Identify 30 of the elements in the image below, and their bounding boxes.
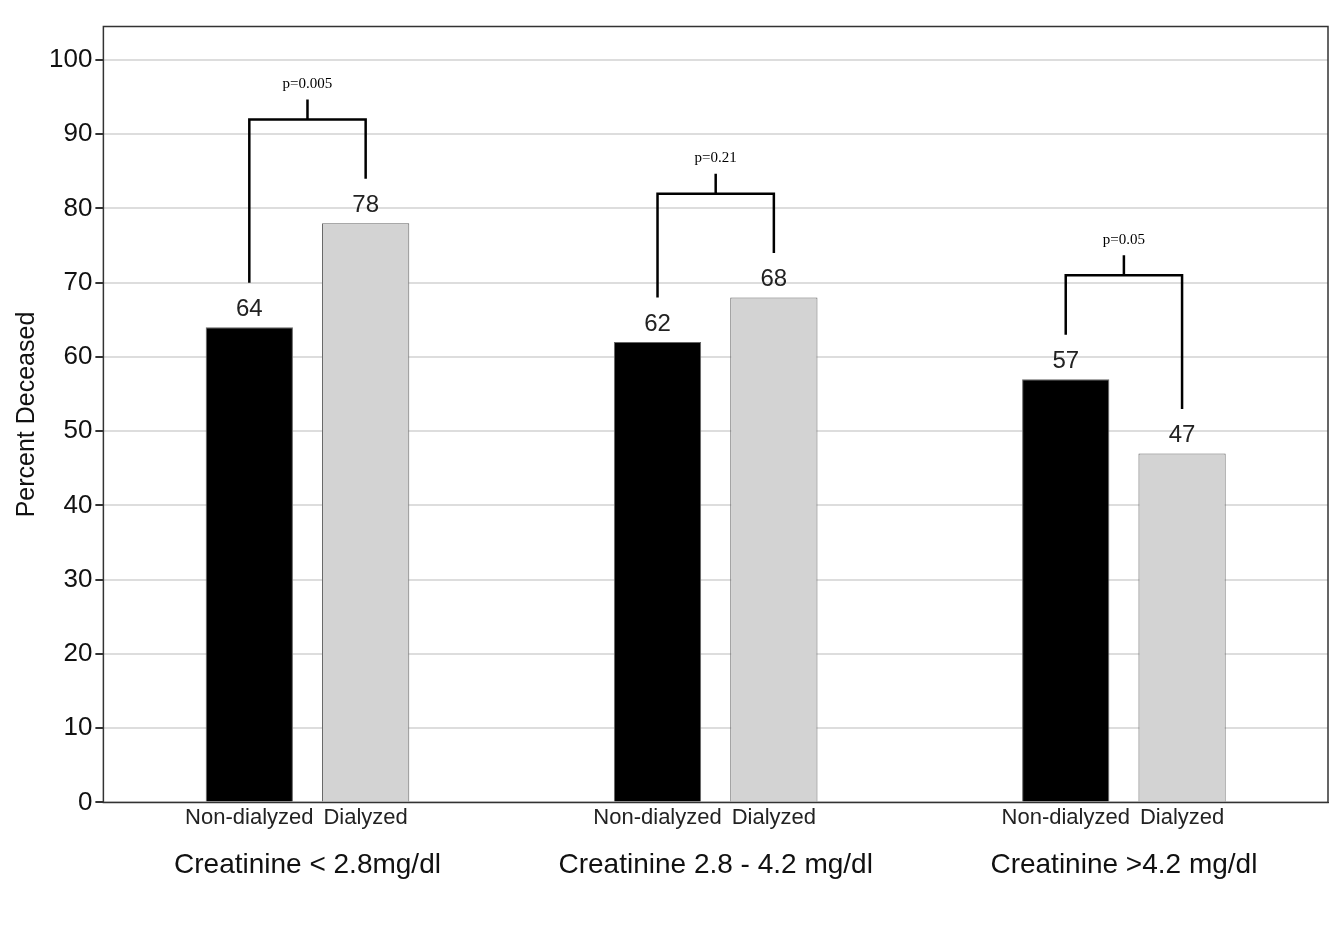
y-tick-label: 40 [63,488,93,519]
y-axis-title: Percent Deceased [10,311,39,518]
y-tick-label: 0 [77,785,93,816]
text: Non-dialyzed [593,804,722,830]
x-tick-label: Creatinine >4.2 mg/dl [990,847,1258,879]
y-tick-label: 10 [63,711,93,742]
x-tick-label: Creatinine 2.8 - 4.2 mg/dl [558,847,873,879]
data-label: 62 [644,308,671,336]
y-tick-label: 30 [63,562,93,593]
series-label: Non-dialyzed [185,804,314,830]
text: Dialyzed [731,804,817,830]
y-tick-label: 90 [63,117,93,148]
series-label: Dialyzed [323,804,408,830]
text: Non-dialyzed [1001,804,1130,830]
annotation: p=0.21 [694,149,737,166]
text: Dialyzed [1139,804,1225,830]
y-tick-label: 100 [48,43,93,74]
data-label: 78 [352,189,379,217]
y-tick-label: 50 [63,414,93,445]
y-tick-label: 70 [63,265,93,296]
x-tick-label: Creatinine < 2.8mg/dl [174,847,441,879]
annotation: p=0.005 [282,74,333,91]
data-label: 57 [1052,345,1080,373]
data-label: 68 [760,264,788,292]
y-tick-label: 80 [63,191,93,222]
annotation: p=0.05 [1102,230,1146,247]
y-tick-label: 60 [63,340,93,371]
data-label: 47 [1168,420,1196,448]
y-tick-label: 20 [63,637,93,668]
data-label: 64 [235,293,263,321]
